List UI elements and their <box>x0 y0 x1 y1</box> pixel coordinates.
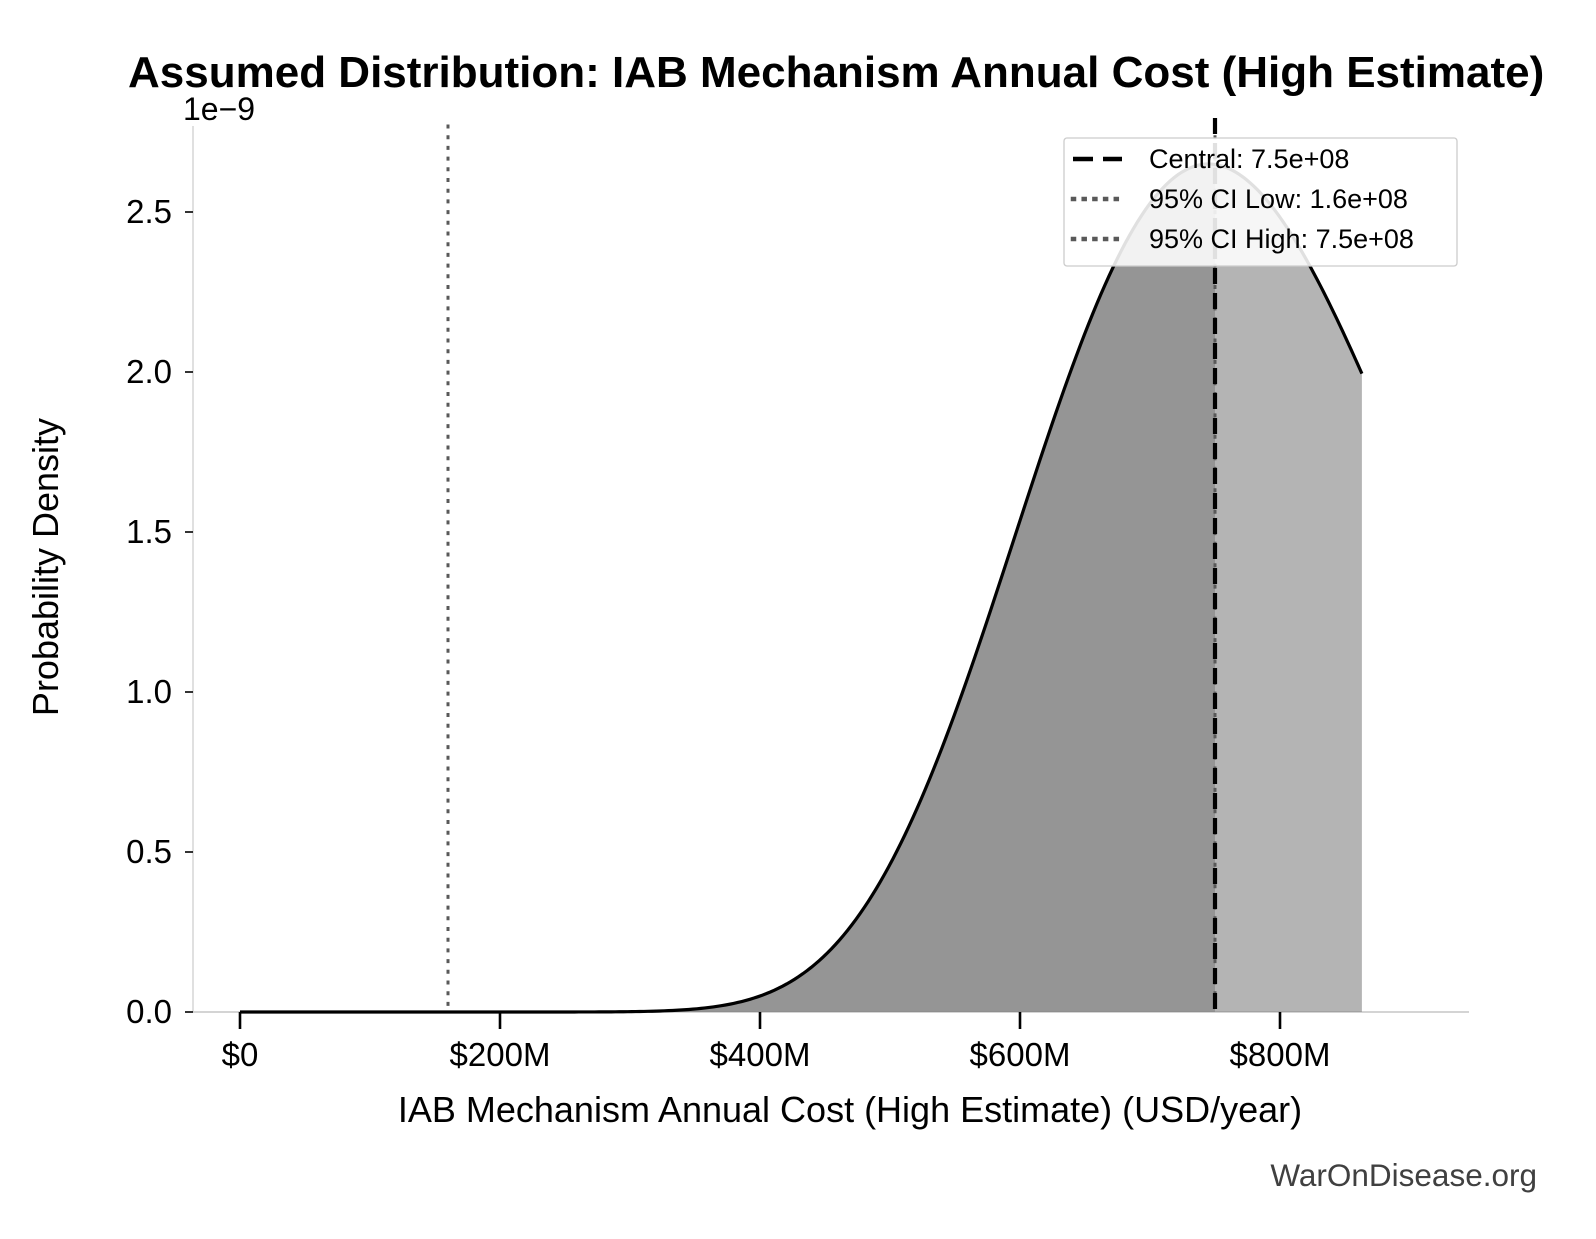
svg-text:Central: 7.5e+08: Central: 7.5e+08 <box>1149 144 1349 174</box>
svg-text:1.0: 1.0 <box>126 673 172 710</box>
svg-text:0.5: 0.5 <box>126 833 172 870</box>
svg-text:Assumed Distribution: IAB Mech: Assumed Distribution: IAB Mechanism Annu… <box>128 48 1544 97</box>
svg-text:$0: $0 <box>222 1036 259 1073</box>
svg-text:0.0: 0.0 <box>126 993 172 1030</box>
svg-text:95% CI High: 7.5e+08: 95% CI High: 7.5e+08 <box>1149 224 1414 254</box>
svg-text:Probability Density: Probability Density <box>25 418 66 716</box>
svg-text:1e−9: 1e−9 <box>183 91 255 127</box>
svg-text:$200M: $200M <box>450 1036 551 1073</box>
svg-text:2.5: 2.5 <box>126 193 172 230</box>
svg-text:95% CI Low: 1.6e+08: 95% CI Low: 1.6e+08 <box>1149 184 1408 214</box>
svg-text:WarOnDisease.org: WarOnDisease.org <box>1270 1157 1537 1193</box>
svg-text:$600M: $600M <box>970 1036 1071 1073</box>
svg-text:1.5: 1.5 <box>126 513 172 550</box>
svg-text:IAB Mechanism Annual Cost (Hig: IAB Mechanism Annual Cost (High Estimate… <box>398 1089 1302 1130</box>
svg-text:$400M: $400M <box>710 1036 811 1073</box>
svg-text:$800M: $800M <box>1230 1036 1331 1073</box>
svg-text:2.0: 2.0 <box>126 353 172 390</box>
